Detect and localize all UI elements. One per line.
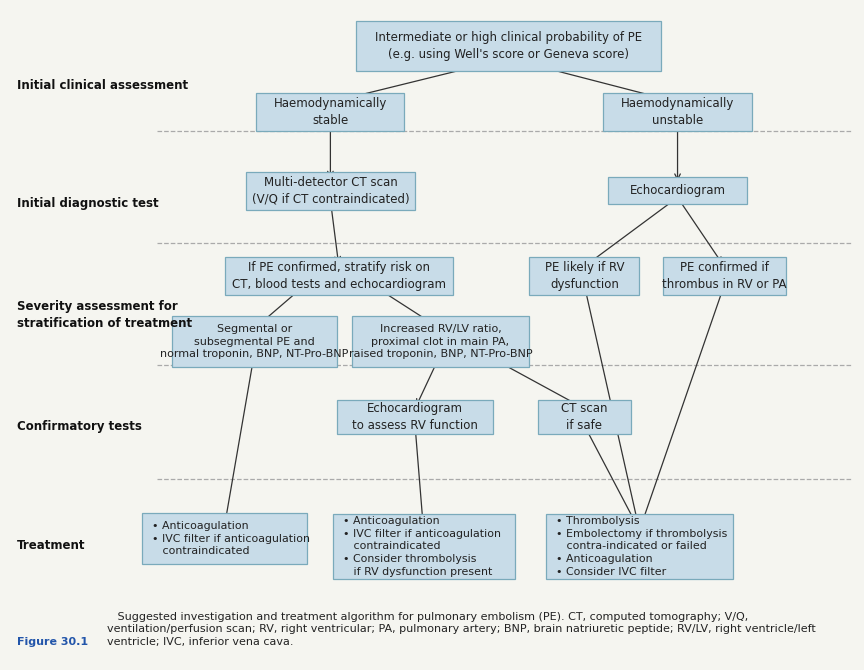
Text: If PE confirmed, stratify risk on
CT, blood tests and echocardiogram: If PE confirmed, stratify risk on CT, bl… bbox=[232, 261, 446, 291]
Text: Segmental or
subsegmental PE and
normal troponin, BNP, NT-Pro-BNP: Segmental or subsegmental PE and normal … bbox=[160, 324, 348, 359]
FancyBboxPatch shape bbox=[352, 316, 530, 367]
FancyBboxPatch shape bbox=[337, 400, 493, 434]
Text: Echocardiogram: Echocardiogram bbox=[630, 184, 726, 197]
FancyBboxPatch shape bbox=[257, 92, 404, 131]
Text: PE likely if RV
dysfunction: PE likely if RV dysfunction bbox=[544, 261, 624, 291]
Text: Echocardiogram
to assess RV function: Echocardiogram to assess RV function bbox=[353, 402, 478, 432]
Text: Initial diagnostic test: Initial diagnostic test bbox=[17, 197, 159, 210]
FancyBboxPatch shape bbox=[530, 257, 639, 295]
FancyBboxPatch shape bbox=[663, 257, 785, 295]
FancyBboxPatch shape bbox=[537, 400, 631, 434]
Text: PE confirmed if
thrombus in RV or PA: PE confirmed if thrombus in RV or PA bbox=[662, 261, 786, 291]
Text: • Thrombolysis
• Embolectomy if thrombolysis
   contra-indicated or failed
• Ant: • Thrombolysis • Embolectomy if thrombol… bbox=[556, 516, 727, 577]
FancyBboxPatch shape bbox=[356, 21, 661, 71]
FancyBboxPatch shape bbox=[607, 177, 747, 204]
Text: Figure 30.1: Figure 30.1 bbox=[17, 637, 88, 647]
FancyBboxPatch shape bbox=[546, 515, 733, 579]
Text: CT scan
if safe: CT scan if safe bbox=[561, 402, 607, 432]
Text: Confirmatory tests: Confirmatory tests bbox=[17, 420, 142, 433]
Text: Suggested investigation and treatment algorithm for pulmonary embolism (PE). CT,: Suggested investigation and treatment al… bbox=[107, 612, 816, 647]
Text: Multi-detector CT scan
(V/Q if CT contraindicated): Multi-detector CT scan (V/Q if CT contra… bbox=[251, 176, 410, 205]
Text: Haemodynamically
unstable: Haemodynamically unstable bbox=[621, 97, 734, 127]
Text: • Anticoagulation
• IVC filter if anticoagulation
   contraindicated: • Anticoagulation • IVC filter if antico… bbox=[152, 521, 310, 556]
Text: Initial clinical assessment: Initial clinical assessment bbox=[17, 79, 188, 92]
FancyBboxPatch shape bbox=[603, 92, 752, 131]
Text: Intermediate or high clinical probability of PE
(e.g. using Well's score or Gene: Intermediate or high clinical probabilit… bbox=[375, 31, 642, 61]
Text: Haemodynamically
stable: Haemodynamically stable bbox=[274, 97, 387, 127]
Text: • Anticoagulation
• IVC filter if anticoagulation
   contraindicated
• Consider : • Anticoagulation • IVC filter if antico… bbox=[343, 516, 500, 577]
Text: Treatment: Treatment bbox=[17, 539, 86, 551]
Text: Increased RV/LV ratio,
proximal clot in main PA,
raised troponin, BNP, NT-Pro-BN: Increased RV/LV ratio, proximal clot in … bbox=[349, 324, 532, 359]
FancyBboxPatch shape bbox=[142, 513, 307, 564]
Text: Severity assessment for
stratification of treatment: Severity assessment for stratification o… bbox=[17, 300, 192, 330]
FancyBboxPatch shape bbox=[172, 316, 337, 367]
FancyBboxPatch shape bbox=[333, 515, 515, 579]
FancyBboxPatch shape bbox=[225, 257, 453, 295]
FancyBboxPatch shape bbox=[245, 172, 415, 210]
